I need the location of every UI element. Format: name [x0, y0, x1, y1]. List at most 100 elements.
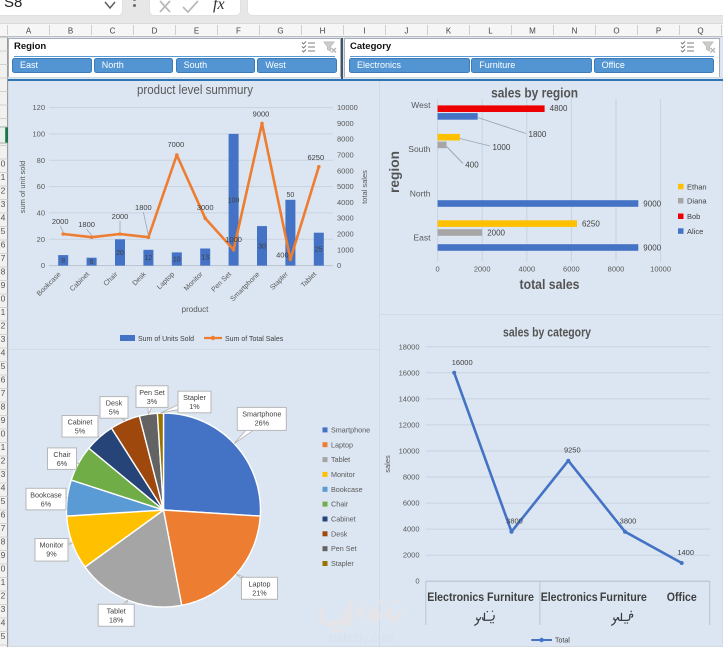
svg-text:Pen Set: Pen Set [139, 388, 165, 397]
svg-text:2: 2 [1, 591, 6, 601]
svg-text:1800: 1800 [135, 203, 152, 212]
svg-text:Bookcase: Bookcase [30, 490, 62, 499]
svg-text:8: 8 [1, 402, 6, 412]
svg-text:sales by category: sales by category [503, 325, 592, 340]
svg-text:L: L [488, 27, 493, 36]
svg-text:I: I [363, 27, 365, 36]
svg-text:7: 7 [1, 523, 6, 533]
svg-text:12: 12 [145, 255, 153, 262]
svg-text:Ethan: Ethan [687, 182, 707, 191]
svg-text:18%: 18% [109, 615, 124, 624]
svg-text:sum of unit sold: sum of unit sold [18, 161, 27, 214]
svg-text:4000: 4000 [337, 198, 354, 207]
svg-text:12000: 12000 [399, 420, 420, 429]
svg-text:40: 40 [37, 208, 45, 217]
svg-text:Laptop: Laptop [156, 271, 176, 291]
svg-text:14000: 14000 [399, 394, 420, 403]
svg-text:Total: Total [555, 638, 570, 645]
svg-text:Alice: Alice [687, 227, 703, 236]
svg-text:6250: 6250 [582, 220, 600, 229]
svg-text:South: South [408, 144, 430, 154]
svg-text:60: 60 [37, 182, 45, 191]
svg-text:Desk: Desk [331, 529, 348, 538]
svg-text:B: B [68, 27, 73, 36]
svg-text:region: region [387, 151, 402, 193]
svg-text:9000: 9000 [643, 244, 661, 253]
svg-text:Stapler: Stapler [331, 559, 354, 568]
svg-text:7: 7 [1, 388, 6, 398]
svg-text:3000: 3000 [337, 214, 354, 223]
svg-text:3: 3 [1, 604, 6, 614]
svg-text:8000: 8000 [403, 473, 420, 482]
svg-text:26%: 26% [255, 418, 270, 427]
svg-text:10: 10 [173, 257, 181, 264]
svg-text:0: 0 [1, 159, 6, 169]
svg-text:0: 0 [415, 577, 419, 586]
svg-text:20: 20 [37, 235, 45, 244]
svg-text:Monitor: Monitor [183, 271, 205, 293]
svg-text:Electronics: Electronics [427, 592, 484, 604]
svg-text:25: 25 [315, 247, 323, 254]
svg-text:400: 400 [465, 161, 479, 170]
svg-text:2000: 2000 [403, 551, 420, 560]
svg-text:2000: 2000 [52, 217, 69, 226]
svg-text:product level summury: product level summury [137, 82, 253, 97]
svg-text:100: 100 [228, 197, 240, 204]
svg-text:3000: 3000 [197, 203, 214, 212]
svg-text:3: 3 [1, 469, 6, 479]
svg-text:product: product [182, 305, 209, 314]
svg-text:2000: 2000 [487, 228, 505, 237]
svg-text:Smartphone: Smartphone [331, 425, 370, 434]
svg-text:1: 1 [1, 442, 6, 452]
svg-text:1800: 1800 [529, 130, 547, 139]
svg-text:6%: 6% [41, 499, 52, 508]
svg-text:Tablet: Tablet [107, 606, 126, 615]
svg-text:Bookcase: Bookcase [331, 485, 363, 494]
svg-text:1800: 1800 [78, 220, 95, 229]
svg-text:10000: 10000 [650, 265, 671, 274]
svg-text:9%: 9% [46, 550, 57, 559]
svg-text:Laptop: Laptop [249, 579, 271, 588]
svg-text:4000: 4000 [403, 525, 420, 534]
svg-text:5%: 5% [75, 427, 86, 436]
svg-text:1000: 1000 [493, 143, 511, 152]
svg-text:Chair: Chair [103, 271, 120, 288]
svg-text:0: 0 [1, 564, 6, 574]
svg-text:Pen Set: Pen Set [210, 271, 233, 294]
svg-text:6: 6 [90, 259, 94, 266]
svg-text:North: North [410, 189, 431, 199]
svg-text:East: East [413, 233, 431, 243]
svg-text:Sum of Units Sold: Sum of Units Sold [138, 336, 194, 343]
svg-text:1000: 1000 [225, 235, 242, 244]
svg-text:1: 1 [1, 307, 6, 317]
svg-text:E: E [194, 27, 199, 36]
svg-text:0: 0 [41, 261, 45, 270]
svg-text:total sales: total sales [520, 277, 580, 292]
svg-text:21%: 21% [252, 588, 267, 597]
svg-text:9: 9 [1, 550, 6, 560]
svg-text:5: 5 [1, 226, 6, 236]
svg-text:Furniture: Furniture [600, 592, 647, 604]
svg-text:Bob: Bob [687, 212, 700, 221]
svg-text:H: H [320, 27, 326, 36]
svg-text:sales by region: sales by region [491, 86, 578, 101]
svg-text:3: 3 [1, 199, 6, 209]
svg-text:Desk: Desk [132, 271, 149, 288]
svg-text:0: 0 [1, 294, 6, 304]
svg-text:Smartphone: Smartphone [242, 409, 281, 418]
svg-text:2: 2 [1, 456, 6, 466]
svg-text:16000: 16000 [399, 368, 420, 377]
svg-text:8000: 8000 [337, 135, 354, 144]
svg-text:8: 8 [1, 267, 6, 277]
svg-text:5: 5 [1, 496, 6, 506]
svg-text:Smartphone: Smartphone [229, 271, 261, 303]
svg-text:C: C [110, 27, 116, 36]
svg-text:8000: 8000 [608, 265, 625, 274]
svg-text:4: 4 [1, 483, 6, 493]
svg-text:9000: 9000 [337, 119, 354, 128]
svg-text:7000: 7000 [167, 140, 184, 149]
svg-text:2: 2 [1, 186, 6, 196]
svg-text:2: 2 [1, 321, 6, 331]
svg-text:F: F [236, 27, 241, 36]
svg-text:K: K [446, 27, 452, 36]
